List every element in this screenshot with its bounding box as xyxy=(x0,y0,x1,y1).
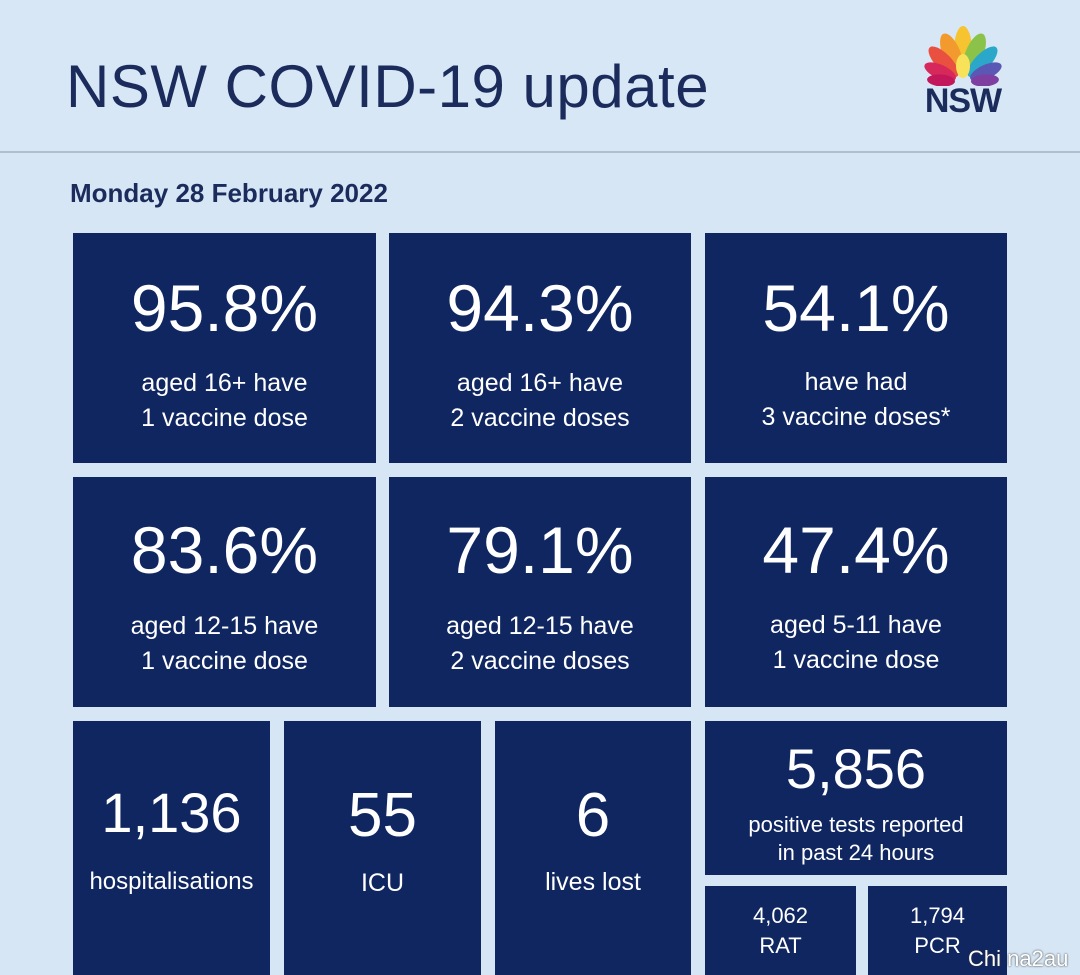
stat-value: 83.6% xyxy=(130,513,319,587)
stat-label-line2: 1 vaccine dose xyxy=(772,646,940,674)
lives-lost-tile: 6 lives lost xyxy=(495,721,691,975)
page-title: NSW COVID-19 update xyxy=(66,53,710,120)
pcr-tile: 1,794 PCR xyxy=(868,886,1007,975)
stat-label: hospitalisations xyxy=(89,868,254,895)
header-divider xyxy=(0,151,1080,153)
watermark: Chi na2au xyxy=(968,946,1069,971)
stat-label-line2: 3 vaccine doses* xyxy=(761,403,951,431)
stat-value: 47.4% xyxy=(762,513,950,587)
stat-label-line1: aged 16+ have xyxy=(141,369,308,397)
stat-value: 4,062 xyxy=(752,903,809,928)
stat-label: PCR xyxy=(914,933,961,958)
stat-label-line1: aged 12-15 have xyxy=(446,612,634,640)
positive-tests-tile: 5,856 positive tests reported in past 24… xyxy=(705,721,1007,875)
stat-label-line2: 2 vaccine doses xyxy=(450,647,630,675)
stat-label-line2: in past 24 hours xyxy=(777,840,935,865)
stat-label: RAT xyxy=(759,933,802,958)
stat-label-line2: 2 vaccine doses xyxy=(450,404,630,432)
stat-label-line2: 1 vaccine dose xyxy=(141,404,308,432)
vaccine-tile-12to15-dose1: 83.6% aged 12-15 have 1 vaccine dose xyxy=(73,477,376,707)
stat-label-line1: aged 5-11 have xyxy=(770,611,942,639)
vaccine-tile-5to11-dose1: 47.4% aged 5-11 have 1 vaccine dose xyxy=(705,477,1007,707)
vaccine-tile-12to15-dose2: 79.1% aged 12-15 have 2 vaccine doses xyxy=(389,477,691,707)
stat-label-line1: aged 16+ have xyxy=(456,369,624,397)
icu-tile: 55 ICU xyxy=(284,721,481,975)
stat-label-line1: positive tests reported xyxy=(748,812,964,837)
stat-value: 55 xyxy=(348,781,417,850)
vaccine-tile-16plus-dose1: 95.8% aged 16+ have 1 vaccine dose xyxy=(73,233,376,463)
vaccine-tile-16plus-dose2: 94.3% aged 16+ have 2 vaccine doses xyxy=(389,233,691,463)
stat-label-line1: have had xyxy=(804,368,908,396)
stat-value: 54.1% xyxy=(762,271,950,345)
rat-tile: 4,062 RAT xyxy=(705,886,856,975)
stat-value: 1,794 xyxy=(909,903,966,928)
stat-label-line1: aged 12-15 have xyxy=(130,612,319,640)
stat-label-line2: 1 vaccine dose xyxy=(141,647,308,675)
stat-value: 1,136 xyxy=(101,781,242,844)
stat-value: 5,856 xyxy=(785,737,927,800)
nsw-logo: NSW xyxy=(908,24,1018,124)
stat-label: lives lost xyxy=(545,868,641,896)
stat-value: 94.3% xyxy=(446,271,634,345)
header-banner xyxy=(0,0,1080,152)
hospitalisations-tile: 1,136 hospitalisations xyxy=(73,721,270,975)
stat-value: 95.8% xyxy=(130,271,319,345)
stat-value: 6 xyxy=(575,781,611,850)
stat-label: ICU xyxy=(360,869,405,897)
report-date: Monday 28 February 2022 xyxy=(70,178,388,208)
waratah-icon xyxy=(924,26,1002,87)
stat-value: 79.1% xyxy=(446,513,634,587)
vaccine-tile-dose3: 54.1% have had 3 vaccine doses* xyxy=(705,233,1007,463)
logo-text: NSW xyxy=(924,82,1002,120)
